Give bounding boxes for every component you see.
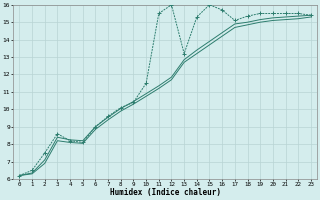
- X-axis label: Humidex (Indice chaleur): Humidex (Indice chaleur): [110, 188, 220, 197]
